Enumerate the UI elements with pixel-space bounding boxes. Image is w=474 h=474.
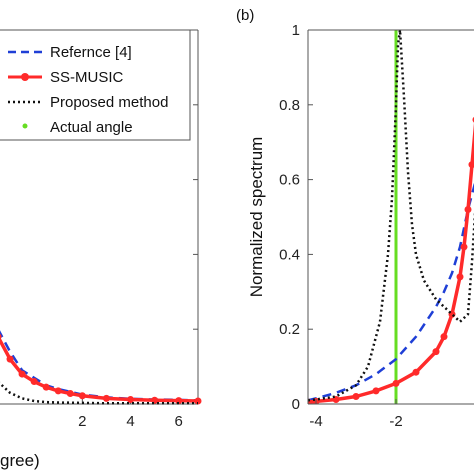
panel-a-series-point <box>127 396 135 404</box>
panel-b-series-point <box>464 206 472 214</box>
panel-b-series-point <box>468 161 474 169</box>
panel-b-plot <box>308 30 474 404</box>
panel-a-series-line <box>0 381 198 405</box>
panel-a-series-point <box>151 396 159 404</box>
panel-b-series-point <box>412 368 420 376</box>
panel-b-ylabel: Normalized spectrum <box>247 137 266 298</box>
panel-b-series-line <box>308 122 474 404</box>
panel-b-y-tick-label: 0 <box>292 396 300 413</box>
panel-b-series <box>308 30 474 404</box>
legend-label-ss-music: SS-MUSIC <box>50 69 124 86</box>
panel-a-series-point <box>42 383 50 391</box>
panel-a-xlabel: gree) <box>0 451 40 470</box>
panel-a-series-point <box>194 397 202 405</box>
legend-label-refernce: Refernce [4] <box>50 44 132 61</box>
panel-b-x-tick-label: -2 <box>389 413 402 430</box>
legend-marker-ss-music <box>21 73 29 81</box>
panel-b-y-tick-label: 0.4 <box>279 246 300 263</box>
panel-b-series-point <box>460 243 468 251</box>
panel-b-series-point <box>432 348 440 356</box>
panel-a-series-point <box>30 378 38 386</box>
panel-a-series-point <box>66 390 74 398</box>
legend-box <box>0 29 191 141</box>
panel-b-y-tick-label: 0.6 <box>279 172 300 189</box>
panel-a-series-point <box>78 392 86 400</box>
panel-b-y-ticks: 0 0.2 0.4 0.6 0.8 1 <box>279 22 313 413</box>
panel-b-series-line <box>308 30 474 402</box>
panel-b-series-point <box>352 393 360 401</box>
panel-a-series-point <box>18 370 26 378</box>
panel-a-series-point <box>6 355 14 363</box>
panel-a-series-point <box>102 394 110 402</box>
panel-b-series-point <box>456 273 464 281</box>
legend: Refernce [4] SS-MUSIC Proposed method Ac… <box>0 29 191 141</box>
panel-b-y-tick-label: 0.2 <box>279 321 300 338</box>
panel-b-x-tick-label: -4 <box>309 413 322 430</box>
panel-a-series-point <box>0 333 2 340</box>
panel-a-series-point <box>175 397 183 405</box>
panel-a-x-tick-label: 6 <box>175 413 183 430</box>
legend-marker-actual-angle <box>22 123 28 129</box>
panel-a-series-point <box>54 387 62 395</box>
panel-b-y-tick-label: 1 <box>292 22 300 39</box>
panel-a-series <box>0 330 202 405</box>
panel-b-x-ticks: -4 -2 <box>309 399 403 430</box>
panel-a: 2 4 6 gree) Refernce [4] SS-MUSIC Proposed… <box>0 29 202 470</box>
panel-b-series-point <box>440 333 448 341</box>
panel-b-series-point <box>372 387 380 395</box>
panel-a-x-tick-label: 4 <box>126 413 134 430</box>
panel-b-series-point <box>392 379 400 387</box>
panel-a-x-tick-label: 2 <box>78 413 86 430</box>
panel-b-y-tick-label: 0.8 <box>279 97 300 114</box>
panel-b-series-line <box>308 182 474 402</box>
legend-label-proposed: Proposed method <box>50 94 168 111</box>
legend-label-actual-angle: Actual angle <box>50 119 133 136</box>
panel-b: (b) Normalized spectrum 0 0.2 0.4 0.6 0.8 1 -… <box>236 7 474 430</box>
panel-b-label: (b) <box>236 7 254 24</box>
